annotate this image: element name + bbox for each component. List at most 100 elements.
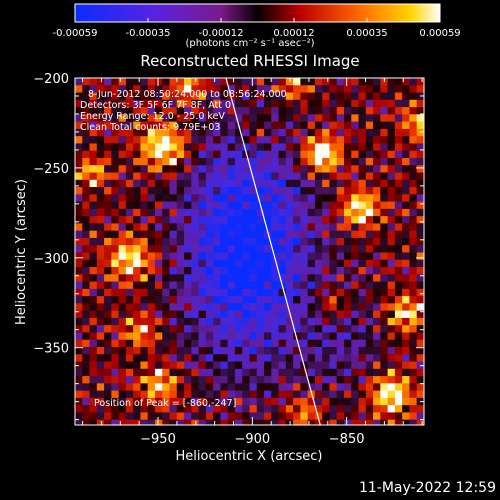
heatmap-cell bbox=[249, 310, 258, 319]
heatmap-cell bbox=[293, 150, 301, 159]
heatmap-cell bbox=[423, 405, 424, 414]
heatmap-cell bbox=[351, 310, 360, 319]
heatmap-cell bbox=[416, 405, 424, 414]
heatmap-cell bbox=[329, 346, 338, 355]
heatmap-cell bbox=[234, 346, 243, 355]
heatmap-cell bbox=[358, 223, 367, 232]
heatmap-cell bbox=[104, 136, 112, 145]
heatmap-cell bbox=[278, 361, 287, 370]
heatmap-cell bbox=[271, 194, 280, 203]
heatmap-cell bbox=[249, 267, 258, 275]
heatmap-cell bbox=[205, 339, 214, 348]
heatmap-cell bbox=[75, 339, 83, 348]
heatmap-cell bbox=[89, 216, 98, 224]
heatmap-cell bbox=[176, 237, 185, 246]
heatmap-cell bbox=[104, 114, 112, 123]
heatmap-cell bbox=[118, 397, 127, 406]
heatmap-cell bbox=[227, 317, 236, 326]
heatmap-cell bbox=[162, 368, 171, 377]
heatmap-cell bbox=[314, 201, 323, 210]
heatmap-cell bbox=[314, 288, 323, 297]
heatmap-cell bbox=[82, 419, 91, 425]
heatmap-cell bbox=[394, 150, 403, 159]
heatmap-cell bbox=[358, 121, 367, 130]
heatmap-cell bbox=[205, 201, 214, 210]
heatmap-cell bbox=[358, 339, 367, 348]
heatmap-cell bbox=[176, 187, 185, 195]
heatmap-cell bbox=[343, 172, 352, 181]
heatmap-cell bbox=[256, 179, 265, 188]
heatmap-cell bbox=[111, 150, 120, 159]
heatmap-cell bbox=[242, 346, 251, 355]
heatmap-cell bbox=[351, 281, 360, 290]
heatmap-cell bbox=[423, 187, 424, 195]
heatmap-cell bbox=[205, 274, 214, 283]
heatmap-cell bbox=[343, 361, 352, 370]
heatmap-cell bbox=[147, 208, 156, 217]
heatmap-cell bbox=[336, 179, 345, 188]
heatmap-cell bbox=[358, 194, 367, 203]
heatmap-cell bbox=[242, 128, 251, 137]
heatmap-cell bbox=[184, 157, 192, 166]
heatmap-cell bbox=[423, 325, 424, 334]
heatmap-cell bbox=[336, 223, 345, 232]
heatmap-cell bbox=[249, 332, 258, 341]
heatmap-cell bbox=[191, 121, 200, 130]
heatmap-cell bbox=[213, 317, 221, 326]
heatmap-cell bbox=[220, 107, 229, 115]
heatmap-cell bbox=[169, 121, 178, 130]
heatmap-cell bbox=[307, 354, 316, 363]
heatmap-cell bbox=[104, 223, 112, 232]
heatmap-cell bbox=[89, 267, 98, 275]
heatmap-cell bbox=[111, 339, 120, 348]
heatmap-cell bbox=[220, 143, 229, 152]
heatmap-cell bbox=[213, 288, 221, 297]
heatmap-cell bbox=[169, 128, 178, 137]
heatmap-cell bbox=[314, 339, 323, 348]
heatmap-cell bbox=[307, 78, 316, 86]
heatmap-cell bbox=[351, 376, 360, 384]
heatmap-cell bbox=[213, 397, 221, 406]
heatmap-cell bbox=[82, 114, 91, 123]
heatmap-cell bbox=[96, 368, 105, 377]
heatmap-cell bbox=[256, 230, 265, 239]
heatmap-cell bbox=[133, 325, 142, 334]
heatmap-cell bbox=[336, 85, 345, 94]
heatmap-cell bbox=[307, 346, 316, 355]
heatmap-cell bbox=[176, 332, 185, 341]
heatmap-cell bbox=[162, 310, 171, 319]
heatmap-cell bbox=[322, 121, 331, 130]
heatmap-cell bbox=[75, 296, 83, 304]
heatmap-cell bbox=[213, 114, 221, 123]
heatmap-cell bbox=[133, 223, 142, 232]
heatmap-cell bbox=[423, 165, 424, 174]
heatmap-cell bbox=[264, 92, 272, 101]
heatmap-cell bbox=[351, 259, 360, 268]
heatmap-cell bbox=[373, 223, 381, 232]
heatmap-cell bbox=[336, 368, 345, 377]
heatmap-cell bbox=[220, 339, 229, 348]
heatmap-cell bbox=[256, 332, 265, 341]
heatmap-cell bbox=[227, 85, 236, 94]
heatmap-cell bbox=[271, 354, 280, 363]
heatmap-cell bbox=[402, 121, 411, 130]
heatmap-cell bbox=[409, 179, 418, 188]
heatmap-cell bbox=[125, 296, 134, 304]
heatmap-cell bbox=[278, 179, 287, 188]
heatmap-cell bbox=[140, 107, 149, 115]
heatmap-cell bbox=[140, 165, 149, 174]
heatmap-cell bbox=[227, 390, 236, 399]
heatmap-cell bbox=[409, 339, 418, 348]
heatmap-cell bbox=[358, 419, 367, 425]
heatmap-cell bbox=[234, 208, 243, 217]
heatmap-cell bbox=[176, 397, 185, 406]
heatmap-cell bbox=[234, 390, 243, 399]
heatmap-cell bbox=[213, 223, 221, 232]
heatmap-cell bbox=[125, 332, 134, 341]
heatmap-cell bbox=[365, 143, 374, 152]
heatmap-cell bbox=[198, 383, 207, 392]
heatmap-cell bbox=[402, 317, 411, 326]
heatmap-cell bbox=[394, 274, 403, 283]
heatmap-cell bbox=[176, 245, 185, 254]
heatmap-cell bbox=[82, 397, 91, 406]
